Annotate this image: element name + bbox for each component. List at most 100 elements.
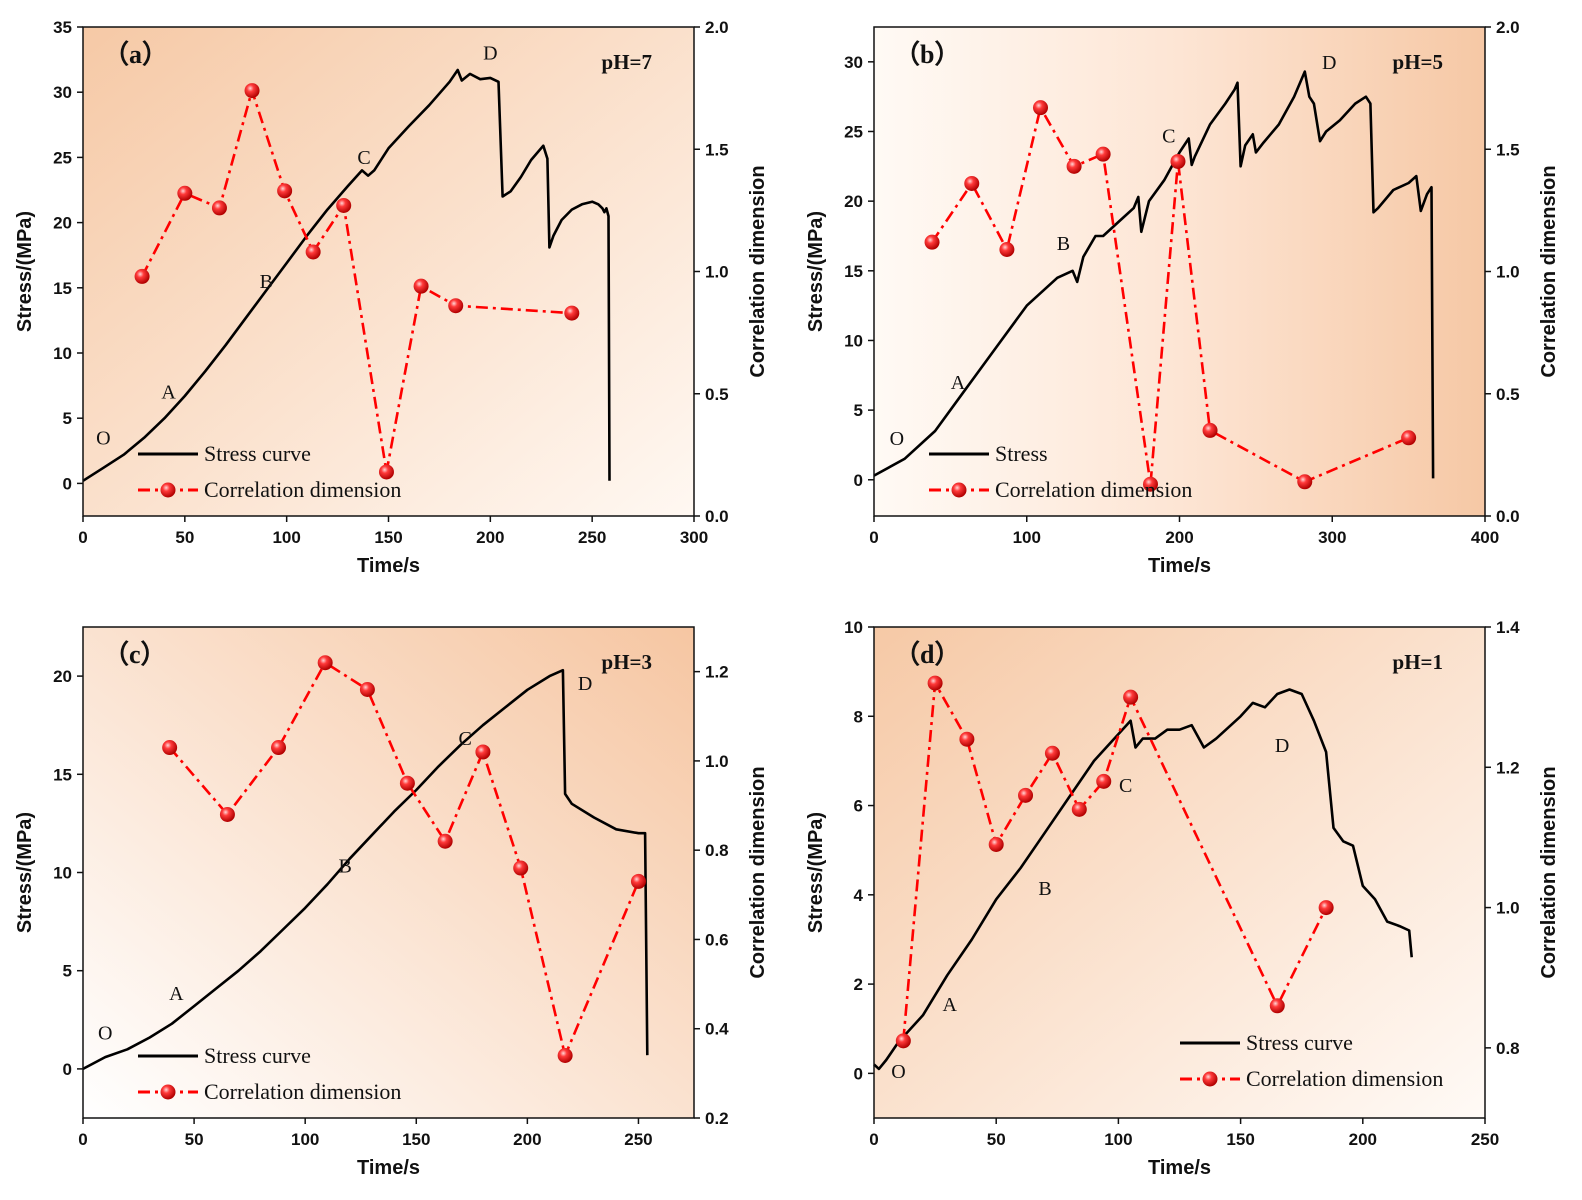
ph-annotation: pH=7 bbox=[602, 50, 652, 74]
ph-annotation: pH=5 bbox=[1393, 50, 1443, 74]
y2-tick-label: 0.2 bbox=[705, 1109, 729, 1128]
correlation-dimension-line bbox=[930, 106, 1410, 486]
stage-label-b: B bbox=[1057, 233, 1070, 255]
y-tick-label: 0 bbox=[854, 471, 863, 490]
correlation-dimension-point bbox=[437, 833, 453, 849]
correlation-dimension-point bbox=[317, 655, 333, 671]
correlation-dimension-point bbox=[1318, 900, 1334, 916]
legend-entry: Correlation dimension bbox=[1246, 1066, 1443, 1091]
y-tick-label: 15 bbox=[844, 262, 863, 281]
y-tick-label: 5 bbox=[63, 409, 72, 428]
legend-marker bbox=[160, 482, 176, 498]
y2-tick-label: 1.2 bbox=[705, 663, 729, 682]
stage-label-o: O bbox=[891, 1061, 905, 1083]
correlation-dimension-point bbox=[475, 744, 491, 760]
x-tick-label: 0 bbox=[869, 528, 878, 547]
correlation-dimension-point bbox=[1066, 158, 1082, 174]
y-axis-title: Stress/(MPa) bbox=[14, 812, 36, 933]
legend-entry: Stress bbox=[995, 441, 1048, 466]
y-tick-label: 15 bbox=[53, 279, 72, 298]
y2-tick-label: 0.5 bbox=[1496, 385, 1520, 404]
x-tick-label: 100 bbox=[291, 1130, 319, 1149]
stage-label-d: D bbox=[578, 673, 592, 695]
ph-annotation: pH=1 bbox=[1393, 650, 1443, 674]
legend: Stress curve Correlation dimension bbox=[1180, 1030, 1443, 1091]
y-tick-label: 25 bbox=[53, 148, 72, 167]
correlation-dimension-point bbox=[219, 806, 235, 822]
legend-entry: Correlation dimension bbox=[995, 477, 1192, 502]
correlation-dimension-point bbox=[1018, 787, 1034, 803]
y-tick-label: 8 bbox=[854, 707, 863, 726]
y-tick-label: 30 bbox=[53, 83, 72, 102]
y2-tick-label: 0.8 bbox=[1496, 1039, 1520, 1058]
x-tick-label: 100 bbox=[272, 528, 300, 547]
correlation-dimension-point bbox=[399, 775, 415, 791]
y-tick-label: 5 bbox=[63, 962, 72, 981]
panel-label: （c） bbox=[103, 640, 167, 669]
stress-curve-line bbox=[873, 70, 1435, 479]
correlation-dimension-point bbox=[359, 681, 375, 697]
y-tick-label: 20 bbox=[844, 192, 863, 211]
y-tick-label: 6 bbox=[854, 797, 863, 816]
y2-tick-label: 0.4 bbox=[705, 1020, 729, 1039]
y2-axis-title: Correlation dimension bbox=[747, 165, 769, 377]
legend-entry: Stress curve bbox=[204, 441, 311, 466]
stage-label-a: A bbox=[161, 382, 176, 404]
x-tick-label: 100 bbox=[1104, 1130, 1132, 1149]
correlation-dimension-point bbox=[999, 241, 1015, 257]
y-tick-label: 5 bbox=[854, 401, 863, 420]
correlation-dimension-point bbox=[1032, 100, 1048, 116]
correlation-dimension-point bbox=[988, 836, 1004, 852]
legend-entry: Correlation dimension bbox=[204, 1079, 401, 1104]
y-tick-label: 15 bbox=[53, 765, 72, 784]
y2-axis-title: Correlation dimension bbox=[1538, 165, 1560, 377]
stage-label-a: A bbox=[943, 994, 958, 1016]
legend: Stress curve Correlation dimension bbox=[138, 1043, 401, 1104]
x-tick-label: 200 bbox=[513, 1130, 541, 1149]
y-tick-label: 10 bbox=[53, 864, 72, 883]
correlation-dimension-line bbox=[168, 661, 640, 1057]
stage-label-o: O bbox=[96, 427, 110, 449]
y2-tick-label: 1.4 bbox=[1496, 618, 1520, 637]
y-tick-label: 10 bbox=[844, 618, 863, 637]
x-tick-label: 150 bbox=[402, 1130, 430, 1149]
x-tick-label: 250 bbox=[1471, 1130, 1499, 1149]
stress-curve-line bbox=[82, 68, 611, 482]
x-tick-label: 50 bbox=[185, 1130, 204, 1149]
correlation-dimension-point bbox=[1095, 146, 1111, 162]
x-tick-label: 0 bbox=[78, 1130, 87, 1149]
y-tick-label: 4 bbox=[854, 886, 864, 905]
y-axis-title: Stress/(MPa) bbox=[14, 211, 36, 332]
correlation-dimension-point bbox=[1269, 998, 1285, 1014]
correlation-dimension-point bbox=[964, 175, 980, 191]
x-tick-label: 300 bbox=[1318, 528, 1346, 547]
x-tick-label: 250 bbox=[578, 528, 606, 547]
y-tick-label: 0 bbox=[63, 1060, 72, 1079]
correlation-dimension-point bbox=[557, 1048, 573, 1064]
correlation-dimension-point bbox=[211, 200, 227, 216]
correlation-dimension-point bbox=[162, 740, 178, 756]
panel-c: 0 50 100 150 200 250 0 5 10 15 20 0.2 0.4 0.6 0.8 1.0 1.… bbox=[14, 626, 769, 1179]
plot-background bbox=[874, 27, 1485, 516]
stage-label-c: C bbox=[1162, 126, 1175, 148]
x-axis-title: Time/s bbox=[1148, 555, 1211, 577]
correlation-dimension-point bbox=[630, 873, 646, 889]
correlation-dimension-line bbox=[902, 681, 1328, 1041]
correlation-dimension-point bbox=[1297, 474, 1313, 490]
legend: Stress curve Correlation dimension bbox=[138, 441, 401, 502]
correlation-dimension-point bbox=[277, 183, 293, 199]
y2-axis-title: Correlation dimension bbox=[747, 766, 769, 978]
stage-label-b: B bbox=[260, 271, 273, 293]
correlation-dimension-point bbox=[959, 731, 975, 747]
stage-label-o: O bbox=[98, 1022, 112, 1044]
x-axis-title: Time/s bbox=[357, 555, 420, 577]
legend: Stress Correlation dimension bbox=[929, 441, 1192, 502]
y2-tick-label: 0.0 bbox=[1496, 507, 1520, 526]
plot-background bbox=[874, 627, 1485, 1118]
plot-frame bbox=[873, 626, 1486, 1119]
legend-entry: Stress curve bbox=[1246, 1030, 1353, 1055]
correlation-dimension-point bbox=[1044, 745, 1060, 761]
correlation-dimension-point bbox=[413, 278, 429, 294]
x-tick-label: 400 bbox=[1471, 528, 1499, 547]
y2-tick-label: 0.8 bbox=[705, 841, 729, 860]
